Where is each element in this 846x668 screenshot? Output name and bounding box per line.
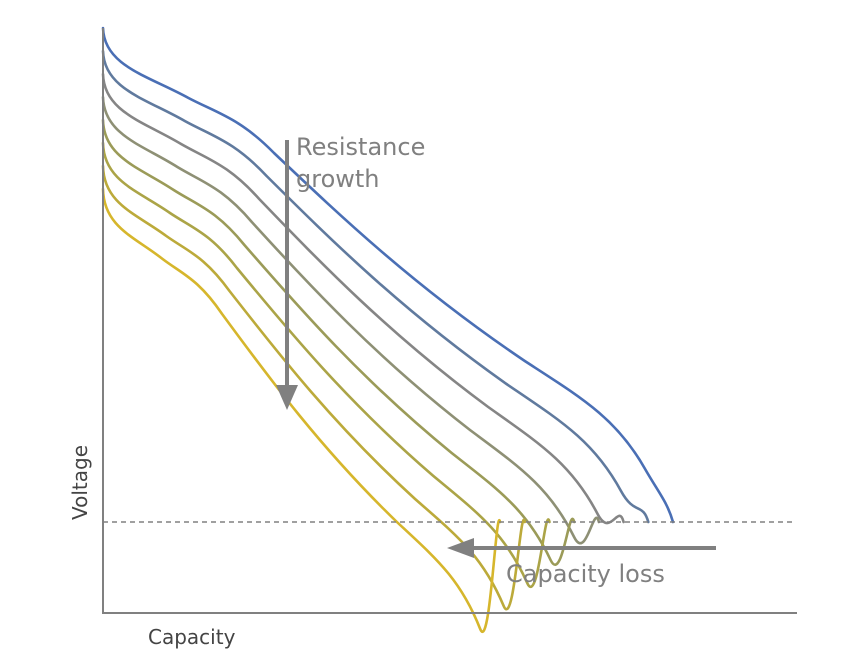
discharge-curve-4	[101, 95, 601, 545]
discharge-curve-8	[101, 187, 502, 634]
resistance-growth-label-line1: Resistance	[296, 133, 425, 161]
resistance-growth-label-line2: growth	[296, 165, 380, 193]
discharge-curve-2	[101, 49, 650, 524]
discharge-curve-7	[101, 164, 527, 611]
capacity-loss-label: Capacity loss	[506, 560, 665, 588]
capacity-loss-arrow	[447, 538, 716, 558]
discharge-curve-5	[101, 118, 576, 566]
x-axis-label: Capacity	[148, 625, 236, 649]
discharge-curves	[101, 26, 675, 634]
discharge-curve-6	[101, 141, 551, 588]
resistance-growth-arrow	[276, 140, 298, 410]
discharge-curve-3	[101, 72, 625, 525]
y-axis-label: Voltage	[68, 445, 92, 520]
discharge-curve-1	[101, 26, 675, 524]
